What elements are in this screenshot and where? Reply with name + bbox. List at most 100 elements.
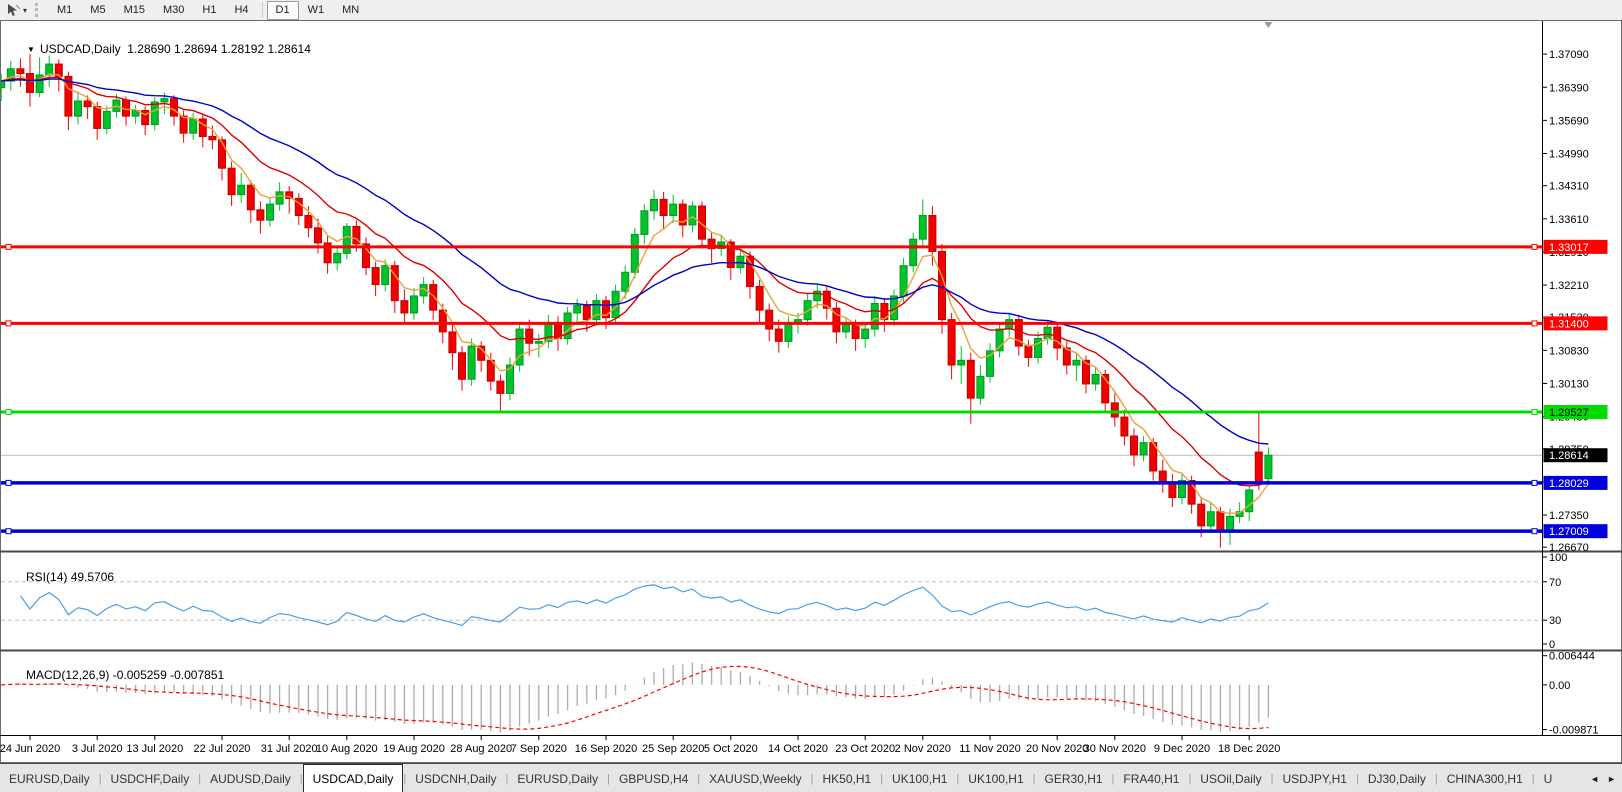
chart-tab-eurusd-daily[interactable]: EURUSD,Daily <box>9 771 90 786</box>
chart-tab-u[interactable]: U <box>1543 771 1553 786</box>
tab-separator: | <box>505 772 509 785</box>
timeframe-button-h4[interactable]: H4 <box>234 3 249 16</box>
price-badge-1.29527: 1.29527 <box>1543 405 1608 420</box>
chart-tab-china300-h1[interactable]: CHINA300,H1 <box>1446 771 1523 786</box>
candle <box>592 294 601 326</box>
date-tick-label: 13 Jul 2020 <box>126 743 183 755</box>
tab-scroll-left-icon[interactable]: ◄ <box>1590 773 1600 784</box>
chart-tab-eurusd-daily[interactable]: EURUSD,Daily <box>517 771 599 786</box>
price-badge-1.28029: 1.28029 <box>1543 475 1608 490</box>
candle <box>659 191 668 230</box>
tab-separator: | <box>1188 772 1192 785</box>
timeframe-button-mn[interactable]: MN <box>342 3 360 16</box>
chart-tab-hk50-h1[interactable]: HK50,H1 <box>822 771 872 786</box>
candle <box>1120 409 1129 446</box>
price-line-1.29527[interactable] <box>1 409 1543 416</box>
line-handle[interactable] <box>1531 479 1538 486</box>
chart-tab-ger30-h1[interactable]: GER30,H1 <box>1044 771 1103 786</box>
svg-text:1.27009: 1.27009 <box>1549 526 1589 538</box>
price-badge-1.33017: 1.33017 <box>1543 239 1608 254</box>
candle <box>342 223 351 260</box>
line-handle[interactable] <box>1531 320 1538 327</box>
candle <box>102 105 111 135</box>
horizontal-price-lines <box>1 243 1543 535</box>
cursor-dropdown-caret-icon[interactable]: ▾ <box>23 5 28 15</box>
date-tick-label: 7 Sep 2020 <box>511 743 567 755</box>
chart-tab-usdcad-daily[interactable]: USDCAD,Daily <box>302 764 404 792</box>
candle <box>1206 502 1215 533</box>
line-handle[interactable] <box>1531 409 1538 416</box>
date-tick-label: 9 Dec 2020 <box>1154 743 1210 755</box>
line-handle[interactable] <box>1531 243 1538 250</box>
candle <box>448 324 457 370</box>
macd-axis-label: 0.00 <box>1549 680 1570 692</box>
macd-histogram <box>10 662 1270 733</box>
timeframe-button-d1[interactable]: D1 <box>266 0 299 20</box>
line-handle[interactable] <box>5 528 12 535</box>
toolbar-grip-handle[interactable] <box>35 3 41 17</box>
date-tick-label: 5 Oct 2020 <box>704 743 758 755</box>
chart-tab-fra40-h1[interactable]: FRA40,H1 <box>1123 771 1180 786</box>
chart-tab-usdjpy-h1[interactable]: USDJPY,H1 <box>1282 771 1347 786</box>
candle <box>515 322 524 372</box>
chart-shift-marker-icon[interactable] <box>1264 22 1273 28</box>
line-handle[interactable] <box>5 479 12 486</box>
time-axis[interactable]: 24 Jun 2020 3 Jul 2020 13 Jul 2020 22 Jul 2… <box>0 736 1280 755</box>
date-tick-label: 25 Sep 2020 <box>642 743 704 755</box>
rsi-panel: 100 70 30 0 <box>1 552 1567 651</box>
svg-text:1.29527: 1.29527 <box>1549 407 1589 419</box>
chart-tab-xauusd-weekly[interactable]: XAUUSD,Weekly <box>709 771 802 786</box>
bar-close-value: 1.28614 <box>267 42 311 56</box>
price-line-1.33017[interactable] <box>1 243 1543 250</box>
pointer-cursor-icon[interactable] <box>4 2 22 18</box>
macd-panel: 0.006444 0.00 -0.009871 <box>1 651 1599 737</box>
candle <box>1062 341 1071 375</box>
chart-tab-uk100-h1[interactable]: UK100,H1 <box>892 771 948 786</box>
line-handle[interactable] <box>5 320 12 327</box>
tab-scroll-right-icon[interactable]: ► <box>1607 773 1616 784</box>
tab-separator: | <box>810 772 814 785</box>
date-tick-label: 2 Nov 2020 <box>895 743 951 755</box>
tab-separator: | <box>880 772 884 785</box>
candle <box>563 306 572 345</box>
chart-tab-uk100-h1[interactable]: UK100,H1 <box>968 771 1024 786</box>
bar-low-value: 1.28192 <box>220 42 265 56</box>
timeframe-button-m15[interactable]: M15 <box>123 3 145 16</box>
candle <box>1110 393 1119 427</box>
candle <box>198 115 207 148</box>
timeframe-button-m30[interactable]: M30 <box>162 3 185 16</box>
candle <box>1082 355 1090 394</box>
candle <box>35 57 44 98</box>
candle <box>246 180 255 224</box>
price-tick-label: 1.26670 <box>1549 542 1589 554</box>
chart-tab-usoil-daily[interactable]: USOil,Daily <box>1200 771 1262 786</box>
chart-window: 1.37090 1.36390 1.35690 1.34990 1.34310 1.336… <box>0 20 1622 763</box>
tab-separator: | <box>1270 772 1274 785</box>
line-handle[interactable] <box>5 409 12 416</box>
chart-tab-usdchf-daily[interactable]: USDCHF,Daily <box>110 771 190 786</box>
chart-canvas: 1.37090 1.36390 1.35690 1.34990 1.34310 1.336… <box>0 20 1622 763</box>
timeframe-button-m1[interactable]: M1 <box>57 3 73 16</box>
line-handle[interactable] <box>1531 528 1538 535</box>
candlesticks <box>1 54 1273 548</box>
line-handle[interactable] <box>5 243 12 250</box>
timeframe-button-h1[interactable]: H1 <box>202 3 217 16</box>
price-line-1.31400[interactable] <box>1 320 1543 327</box>
chart-tab-dj30-daily[interactable]: DJ30,Daily <box>1367 771 1426 786</box>
tab-separator: | <box>607 772 610 785</box>
candle <box>755 279 764 323</box>
candle <box>870 295 879 337</box>
timeframe-button-m5[interactable]: M5 <box>90 3 106 16</box>
price-line-1.28029[interactable] <box>1 479 1543 486</box>
candle <box>976 365 985 405</box>
collapse-triangle-icon[interactable]: ▼ <box>27 45 35 54</box>
chart-tab-audusd-daily[interactable]: AUDUSD,Daily <box>210 771 291 786</box>
chart-tab-usdcnh-daily[interactable]: USDCNH,Daily <box>415 771 497 786</box>
timeframe-button-w1[interactable]: W1 <box>307 3 325 16</box>
chart-tab-gbpusd-h4[interactable]: GBPUSD,H4 <box>618 771 689 786</box>
price-line-1.27009[interactable] <box>1 528 1543 535</box>
candle <box>1130 428 1138 467</box>
tab-separator: | <box>1111 772 1115 785</box>
price-tick-label: 1.33610 <box>1549 214 1589 226</box>
price-tick-label: 1.27350 <box>1549 510 1589 522</box>
